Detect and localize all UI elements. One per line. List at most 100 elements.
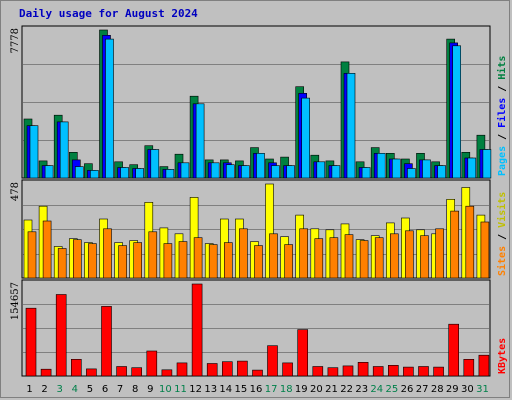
right-label-hits_files_pages: Pages / Files / Hits	[496, 56, 508, 176]
day-label-16: 16	[250, 384, 263, 395]
day-label-18: 18	[280, 384, 293, 395]
bar-pages-day-15	[241, 165, 250, 179]
day-label-8: 8	[132, 384, 138, 395]
bar-kbytes-day-24	[372, 366, 384, 377]
bar-sites-day-12	[193, 237, 203, 279]
bar-sites-day-6	[103, 228, 112, 279]
bar-sites-day-17	[269, 233, 278, 279]
legend-sep: /	[497, 228, 508, 246]
bar-sites-day-14	[224, 242, 233, 279]
ymax-label-kbytes: 154657	[10, 282, 21, 320]
legend-kbytes: KBytes	[497, 338, 508, 374]
bar-pages-day-24	[376, 153, 386, 179]
bar-kbytes-day-5	[86, 368, 97, 377]
bar-kbytes-day-19	[297, 329, 309, 377]
bar-sites-day-11	[178, 241, 188, 279]
ymax-label-visits_sites: 478	[10, 182, 21, 201]
legend-hits: Hits	[496, 56, 508, 80]
bar-pages-day-7	[120, 167, 129, 179]
bar-pages-day-21	[331, 165, 341, 179]
bar-kbytes-day-12	[191, 283, 203, 377]
bar-kbytes-day-21	[327, 367, 339, 377]
day-label-5: 5	[87, 384, 93, 395]
bar-sites-day-31	[480, 221, 490, 279]
day-label-9: 9	[147, 384, 153, 395]
bar-kbytes-day-25	[387, 364, 399, 377]
bar-kbytes-day-16	[252, 369, 263, 377]
bar-sites-day-21	[329, 237, 339, 279]
bar-kbytes-day-10	[161, 369, 173, 377]
bar-sites-day-23	[359, 240, 369, 279]
day-label-20: 20	[310, 384, 323, 395]
bar-kbytes-day-20	[312, 366, 324, 377]
bar-pages-day-27	[422, 159, 431, 179]
bar-kbytes-day-6	[101, 306, 112, 377]
day-label-4: 4	[72, 384, 78, 395]
bar-kbytes-day-30	[463, 358, 475, 377]
day-label-10: 10	[159, 384, 172, 395]
right-label-visits_sites: Sites / Visits	[496, 192, 508, 276]
bar-pages-day-11	[180, 162, 190, 179]
bar-sites-day-24	[374, 237, 384, 279]
day-label-13: 13	[204, 384, 217, 395]
bar-pages-day-19	[301, 97, 311, 179]
chart-title: Daily usage for August 2024	[19, 7, 198, 20]
legend-visits: Visits	[496, 192, 508, 228]
bar-sites-day-5	[88, 243, 97, 279]
bar-pages-day-8	[135, 168, 144, 179]
day-label-3: 3	[57, 384, 63, 395]
bar-sites-day-26	[405, 230, 414, 279]
day-label-14: 14	[219, 384, 232, 395]
bar-pages-day-17	[271, 165, 280, 179]
bar-kbytes-day-9	[146, 350, 158, 377]
bar-kbytes-day-13	[206, 363, 218, 377]
bar-pages-day-4	[75, 166, 84, 179]
bar-sites-day-2	[42, 220, 52, 279]
bar-sites-day-3	[57, 248, 67, 279]
day-label-2: 2	[41, 384, 47, 395]
bar-sites-day-25	[389, 233, 399, 279]
bar-kbytes-day-14	[222, 361, 233, 377]
day-label-22: 22	[340, 384, 353, 395]
bar-kbytes-day-22	[342, 365, 354, 377]
bar-sites-day-13	[208, 244, 218, 279]
bar-kbytes-day-7	[116, 366, 127, 377]
bar-pages-day-26	[407, 168, 416, 179]
day-label-1: 1	[26, 384, 32, 395]
bar-kbytes-day-27	[418, 366, 429, 377]
bar-kbytes-day-2	[40, 368, 52, 377]
legend-sites: Sites	[496, 246, 508, 276]
bar-kbytes-day-4	[71, 358, 82, 377]
legend-files: Files	[496, 98, 508, 128]
right-label-kbytes: KBytes	[497, 338, 508, 374]
bar-kbytes-day-11	[176, 362, 188, 377]
bar-pages-day-1	[29, 125, 39, 179]
bar-sites-day-19	[299, 228, 309, 279]
legend-pages: Pages	[497, 146, 508, 176]
bar-sites-day-7	[118, 245, 127, 279]
bar-pages-day-2	[44, 165, 54, 179]
bar-kbytes-day-1	[25, 307, 37, 377]
bar-sites-day-10	[163, 243, 173, 279]
bar-pages-day-20	[316, 161, 326, 179]
bar-pages-day-29	[452, 45, 462, 179]
bar-sites-day-28	[435, 228, 444, 279]
bar-kbytes-day-3	[55, 294, 67, 377]
bar-pages-day-16	[256, 153, 265, 179]
bar-kbytes-day-15	[237, 360, 248, 377]
day-label-27: 27	[416, 384, 429, 395]
bar-pages-day-25	[391, 158, 401, 179]
bar-pages-day-31	[482, 149, 492, 179]
bar-pages-day-3	[59, 121, 69, 179]
bar-kbytes-day-28	[433, 366, 444, 377]
bar-pages-day-22	[346, 73, 356, 179]
bar-kbytes-day-29	[448, 323, 460, 377]
bar-pages-day-18	[286, 165, 295, 179]
day-label-30: 30	[461, 384, 474, 395]
bar-pages-day-9	[150, 149, 160, 179]
bar-sites-day-29	[450, 210, 460, 279]
bar-sites-day-9	[148, 231, 158, 279]
bar-pages-day-30	[467, 157, 477, 179]
bar-pages-day-23	[361, 167, 371, 179]
